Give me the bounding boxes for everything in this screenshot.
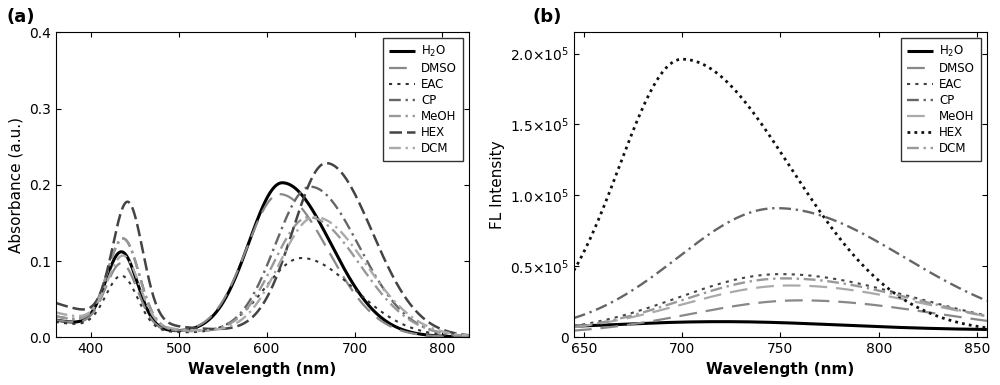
X-axis label: Wavelength (nm): Wavelength (nm) (188, 362, 336, 377)
X-axis label: Wavelength (nm): Wavelength (nm) (706, 362, 855, 377)
Y-axis label: FL Intensity: FL Intensity (490, 141, 505, 229)
Text: (b): (b) (533, 8, 562, 26)
Text: (a): (a) (6, 8, 35, 26)
Legend: H$_2$O, DMSO, EAC, CP, MeOH, HEX, DCM: H$_2$O, DMSO, EAC, CP, MeOH, HEX, DCM (901, 38, 981, 161)
Legend: H$_2$O, DMSO, EAC, CP, MeOH, HEX, DCM: H$_2$O, DMSO, EAC, CP, MeOH, HEX, DCM (383, 38, 463, 161)
Y-axis label: Absorbance (a.u.): Absorbance (a.u.) (8, 117, 23, 253)
